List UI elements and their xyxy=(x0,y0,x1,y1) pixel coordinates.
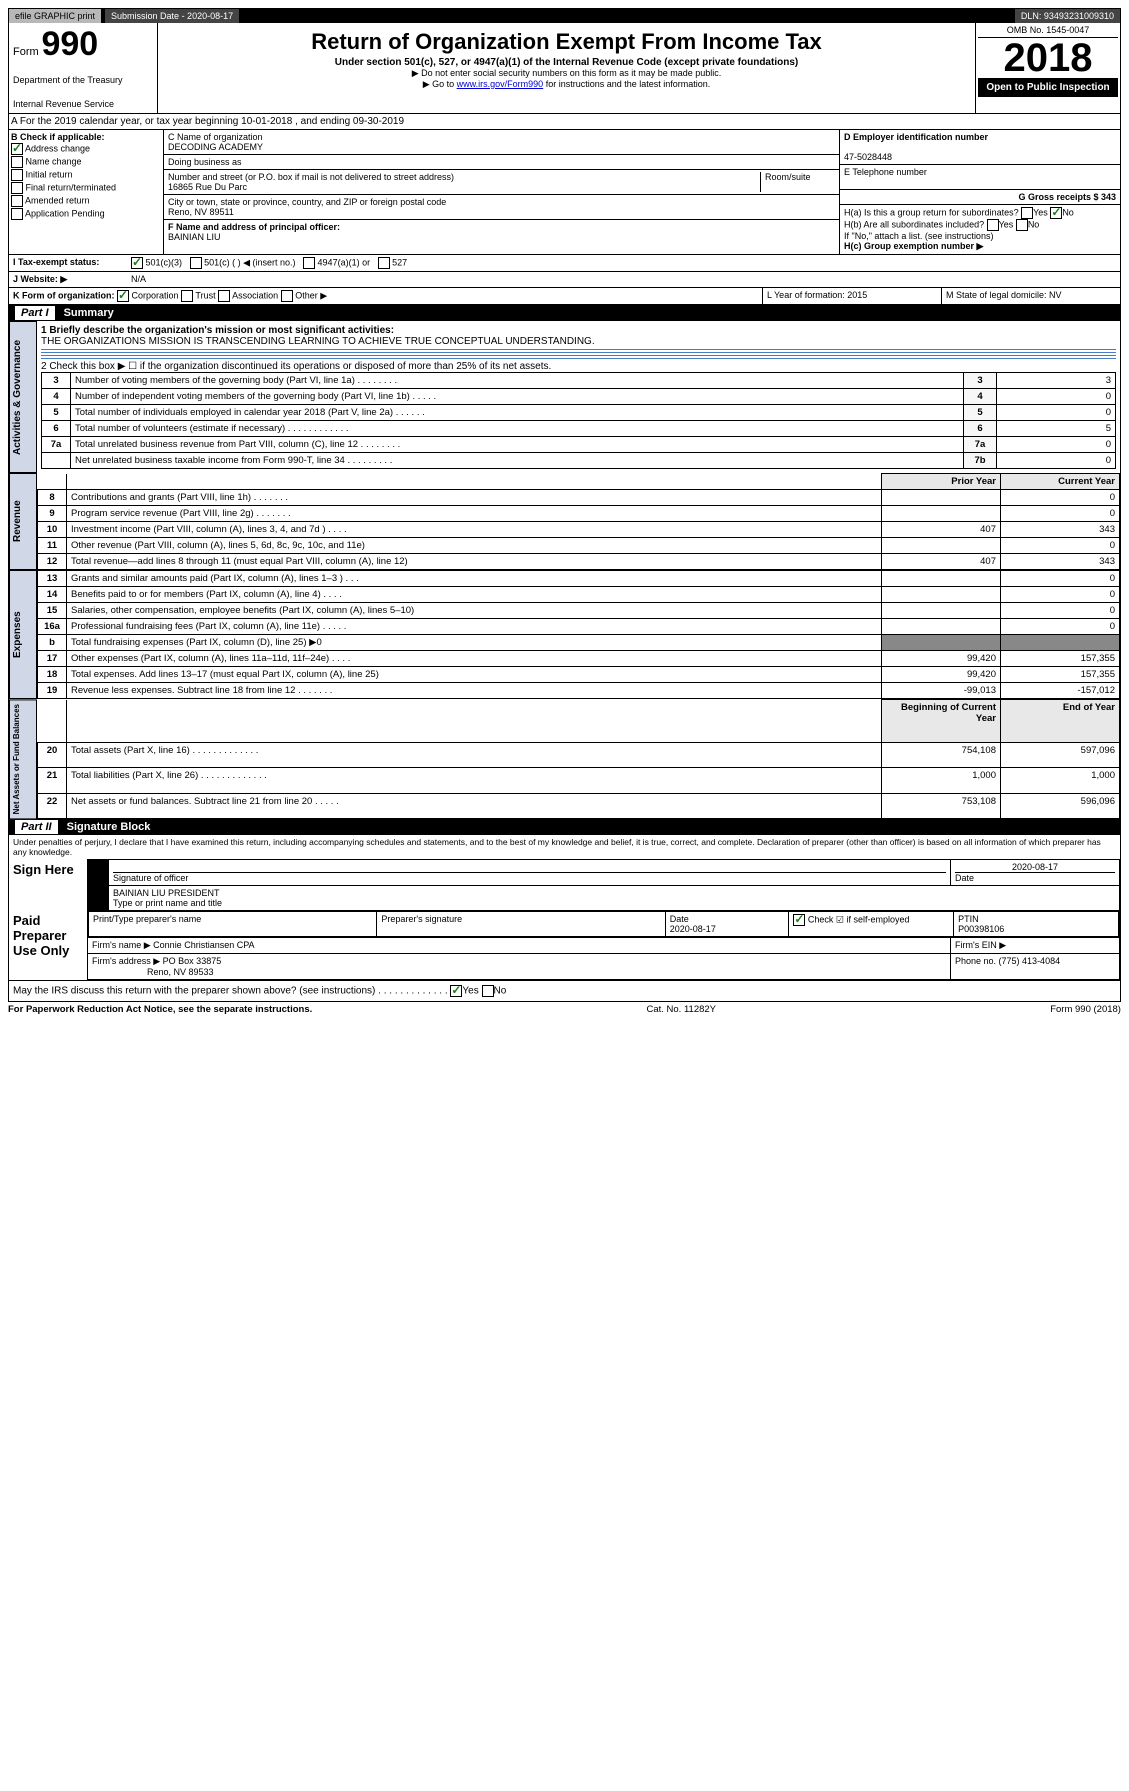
vtab-revenue: Revenue xyxy=(9,473,37,570)
cb-501c[interactable] xyxy=(190,257,202,269)
street-address: 16865 Rue Du Parc xyxy=(168,182,247,192)
part2-header: Part II Signature Block xyxy=(9,819,1120,835)
cb-other[interactable] xyxy=(281,290,293,302)
form-number-box: Form 990 Department of the Treasury Inte… xyxy=(9,23,158,113)
ptin: P00398106 xyxy=(958,924,1004,934)
cb-discuss-yes[interactable] xyxy=(450,985,462,997)
form-990: 990 xyxy=(41,25,98,63)
firm-name: Connie Christiansen CPA xyxy=(153,940,254,950)
topbar: efile GRAPHIC print Submission Date - 20… xyxy=(9,9,1120,23)
vtab-expenses: Expenses xyxy=(9,570,37,699)
form990-link[interactable]: www.irs.gov/Form990 xyxy=(457,79,544,89)
cb-4947[interactable] xyxy=(303,257,315,269)
dln: DLN: 93493231009310 xyxy=(1015,9,1120,23)
officer-printed-name: BAINIAN LIU PRESIDENT xyxy=(113,888,1115,898)
cb-hb-no[interactable] xyxy=(1016,219,1028,231)
cb-trust[interactable] xyxy=(181,290,193,302)
cb-ha-yes[interactable] xyxy=(1021,207,1033,219)
firm-phone: Phone no. (775) 413-4084 xyxy=(951,954,1120,980)
preparer-date: 2020-08-17 xyxy=(670,924,716,934)
cb-name-change[interactable] xyxy=(11,156,23,168)
irs: Internal Revenue Service xyxy=(13,99,153,109)
ein: 47-5028448 xyxy=(844,152,892,162)
part1-header: Part I Summary xyxy=(9,305,1120,321)
page-footer: For Paperwork Reduction Act Notice, see … xyxy=(8,1002,1121,1017)
cb-discuss-no[interactable] xyxy=(482,985,494,997)
cb-corp[interactable] xyxy=(117,290,129,302)
vtab-governance: Activities & Governance xyxy=(9,321,37,473)
org-name: DECODING ACADEMY xyxy=(168,142,263,152)
form-title: Return of Organization Exempt From Incom… xyxy=(162,29,971,55)
signature-grid: Sign Here Signature of officer 2020-08-1… xyxy=(9,859,1120,980)
perjury-declaration: Under penalties of perjury, I declare th… xyxy=(9,835,1120,859)
cb-527[interactable] xyxy=(378,257,390,269)
mission-text: THE ORGANIZATIONS MISSION IS TRANSCENDIN… xyxy=(41,336,1116,347)
cb-address-change[interactable] xyxy=(11,143,23,155)
sig-date: 2020-08-17 xyxy=(955,862,1115,873)
col-c: C Name of organizationDECODING ACADEMY D… xyxy=(164,130,840,254)
open-inspection: Open to Public Inspection xyxy=(978,78,1118,97)
cb-final-return[interactable] xyxy=(11,182,23,194)
cb-app-pending[interactable] xyxy=(11,208,23,220)
sign-here-label: Sign Here xyxy=(9,860,88,911)
expenses-table: 13Grants and similar amounts paid (Part … xyxy=(37,570,1120,699)
website: N/A xyxy=(127,272,150,287)
year-box: OMB No. 1545-0047 2018 Open to Public In… xyxy=(975,23,1120,113)
gross-receipts: G Gross receipts $ 343 xyxy=(1018,192,1116,202)
col-b-checkboxes: B Check if applicable: Address change Na… xyxy=(9,130,164,254)
governance-table: 3Number of voting members of the governi… xyxy=(41,372,1116,469)
col-right: D Employer identification number47-50284… xyxy=(840,130,1120,254)
firm-addr2: Reno, NV 89533 xyxy=(147,967,214,977)
efile-badge[interactable]: efile GRAPHIC print xyxy=(9,9,101,23)
vtab-netassets: Net Assets or Fund Balances xyxy=(9,699,37,819)
officer-name: BAINIAN LIU xyxy=(168,232,221,242)
year-formation: L Year of formation: 2015 xyxy=(762,288,941,304)
tax-year: 2018 xyxy=(978,38,1118,78)
form-container: efile GRAPHIC print Submission Date - 20… xyxy=(8,8,1121,1002)
section-a: A For the 2019 calendar year, or tax yea… xyxy=(9,114,1120,130)
cb-initial-return[interactable] xyxy=(11,169,23,181)
cb-501c3[interactable] xyxy=(131,257,143,269)
submission-date: Submission Date - 2020-08-17 xyxy=(105,9,239,23)
title-box: Return of Organization Exempt From Incom… xyxy=(158,23,975,113)
firm-addr1: PO Box 33875 xyxy=(163,956,222,966)
revenue-table: Prior YearCurrent Year8Contributions and… xyxy=(37,473,1120,570)
cb-hb-yes[interactable] xyxy=(987,219,999,231)
state-domicile: M State of legal domicile: NV xyxy=(941,288,1120,304)
paid-preparer-label: Paid Preparer Use Only xyxy=(9,911,88,980)
cb-assoc[interactable] xyxy=(218,290,230,302)
net-assets-table: Beginning of Current YearEnd of Year20To… xyxy=(37,699,1120,819)
cb-self-employed[interactable] xyxy=(793,914,805,926)
city-state-zip: Reno, NV 89511 xyxy=(168,207,234,217)
dept-treasury: Department of the Treasury xyxy=(13,75,153,85)
cb-ha-no[interactable] xyxy=(1050,207,1062,219)
cb-amended[interactable] xyxy=(11,195,23,207)
